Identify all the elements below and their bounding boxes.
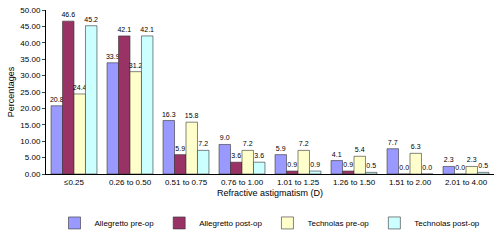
svg-text:30.00: 30.00	[20, 71, 41, 80]
svg-text:5.4: 5.4	[355, 146, 365, 153]
svg-text:7.7: 7.7	[388, 139, 398, 146]
svg-text:2.3: 2.3	[444, 156, 454, 163]
svg-text:Refractive astigmatism (D): Refractive astigmatism (D)	[217, 188, 323, 198]
svg-text:Allegretto pre-op: Allegretto pre-op	[95, 219, 155, 228]
svg-text:31.2: 31.2	[129, 62, 143, 69]
svg-text:46.6: 46.6	[61, 11, 75, 18]
svg-text:0.26 to 0.50: 0.26 to 0.50	[109, 178, 152, 187]
svg-text:0.9: 0.9	[310, 161, 320, 168]
svg-text:2.01 to 4.00: 2.01 to 4.00	[445, 178, 488, 187]
svg-text:Percentages: Percentages	[6, 66, 16, 117]
svg-text:1.01 to 1.25: 1.01 to 1.25	[277, 178, 320, 187]
svg-text:5.9: 5.9	[175, 145, 185, 152]
svg-text:Technolas post-op: Technolas post-op	[414, 219, 479, 228]
svg-text:7.2: 7.2	[299, 140, 309, 147]
svg-text:1.26 to 1.50: 1.26 to 1.50	[333, 178, 376, 187]
svg-text:3.6: 3.6	[254, 152, 264, 159]
svg-text:42.1: 42.1	[117, 26, 131, 33]
svg-text:0.51 to 0.75: 0.51 to 0.75	[165, 178, 208, 187]
svg-text:6.3: 6.3	[411, 143, 421, 150]
svg-text:9.0: 9.0	[220, 134, 230, 141]
svg-text:16.3: 16.3	[162, 111, 176, 118]
svg-text:0.9: 0.9	[287, 161, 297, 168]
svg-text:Technolas pre-op: Technolas pre-op	[307, 219, 369, 228]
svg-text:50.00: 50.00	[20, 6, 41, 15]
svg-text:0.5: 0.5	[366, 162, 376, 169]
svg-text:42.1: 42.1	[140, 26, 154, 33]
svg-text:0.0: 0.0	[399, 164, 409, 171]
svg-text:3.6: 3.6	[231, 152, 241, 159]
svg-text:0.0: 0.0	[455, 164, 465, 171]
svg-text:2.3: 2.3	[467, 156, 477, 163]
svg-text:25.00: 25.00	[20, 88, 41, 97]
svg-text:15.8: 15.8	[185, 112, 199, 119]
svg-text:7.2: 7.2	[243, 140, 253, 147]
svg-text:0.5: 0.5	[478, 162, 488, 169]
svg-text:0.00: 0.00	[25, 170, 41, 179]
svg-text:1.51 to 2.00: 1.51 to 2.00	[389, 178, 432, 187]
svg-text:Allegretto post-op: Allegretto post-op	[199, 219, 262, 228]
svg-text:0.9: 0.9	[343, 161, 353, 168]
svg-text:20.8: 20.8	[50, 96, 64, 103]
svg-text:0.76 to 1.00: 0.76 to 1.00	[221, 178, 264, 187]
svg-text:0.0: 0.0	[422, 164, 432, 171]
svg-text:33.9: 33.9	[106, 53, 120, 60]
svg-text:5.9: 5.9	[276, 145, 286, 152]
svg-text:5.00: 5.00	[25, 153, 41, 162]
svg-text:10.00: 10.00	[20, 137, 41, 146]
svg-text:15.00: 15.00	[20, 121, 41, 130]
svg-text:45.00: 45.00	[20, 22, 41, 31]
svg-text:45.2: 45.2	[84, 16, 98, 23]
svg-text:35.00: 35.00	[20, 55, 41, 64]
svg-text:4.1: 4.1	[332, 151, 342, 158]
svg-text:20.00: 20.00	[20, 104, 41, 113]
svg-text:7.2: 7.2	[198, 140, 208, 147]
svg-text:24.4: 24.4	[73, 84, 87, 91]
svg-text:40.00: 40.00	[20, 39, 41, 48]
svg-text:≤0.25: ≤0.25	[64, 178, 85, 187]
